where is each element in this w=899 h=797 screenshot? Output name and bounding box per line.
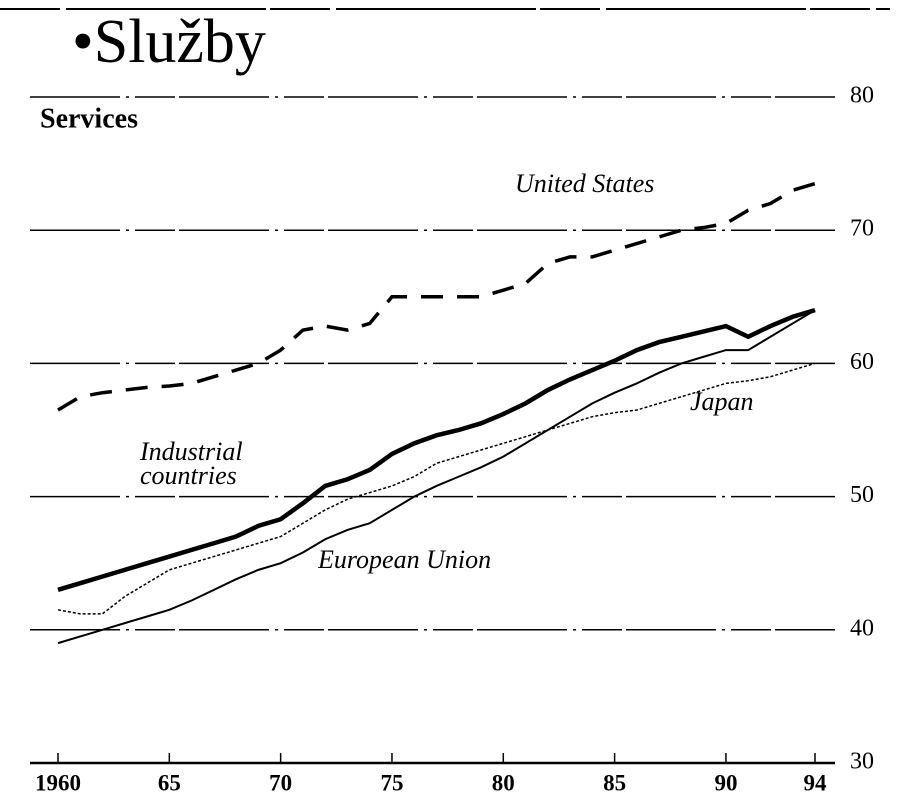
y-tick-label: 40 bbox=[850, 615, 874, 641]
series-label-box: United States bbox=[515, 172, 655, 198]
x-tick-label: 94 bbox=[804, 770, 828, 795]
series-line bbox=[57, 362, 816, 615]
chart-title: Services bbox=[40, 103, 138, 134]
x-tick-label: 90 bbox=[714, 770, 737, 795]
x-tick-label: 65 bbox=[158, 770, 181, 795]
series-line bbox=[57, 309, 816, 645]
x-tick-label: 1960 bbox=[35, 770, 81, 795]
series-label-box: European Union bbox=[318, 548, 492, 574]
y-tick-label: 30 bbox=[850, 749, 874, 775]
series-label-box: Industrial countries bbox=[140, 440, 243, 490]
x-tick-label: 85 bbox=[603, 770, 626, 795]
series-line bbox=[57, 181, 816, 412]
x-tick-label: 80 bbox=[492, 770, 515, 795]
series-label-box: Japan bbox=[690, 390, 754, 416]
series-label: Japan bbox=[690, 390, 754, 416]
slide-title: •Služby bbox=[72, 8, 266, 76]
y-tick-label: 80 bbox=[850, 83, 874, 109]
y-tick-label: 70 bbox=[850, 216, 874, 242]
y-tick-label: 50 bbox=[850, 482, 874, 508]
y-tick-label: 60 bbox=[850, 349, 874, 375]
x-tick-label: 75 bbox=[380, 770, 403, 795]
series-label: Industrial countries bbox=[140, 440, 243, 490]
series-line bbox=[57, 307, 816, 592]
series-label: European Union bbox=[318, 548, 492, 574]
series-label: United States bbox=[515, 172, 655, 198]
x-tick-label: 70 bbox=[269, 770, 292, 795]
